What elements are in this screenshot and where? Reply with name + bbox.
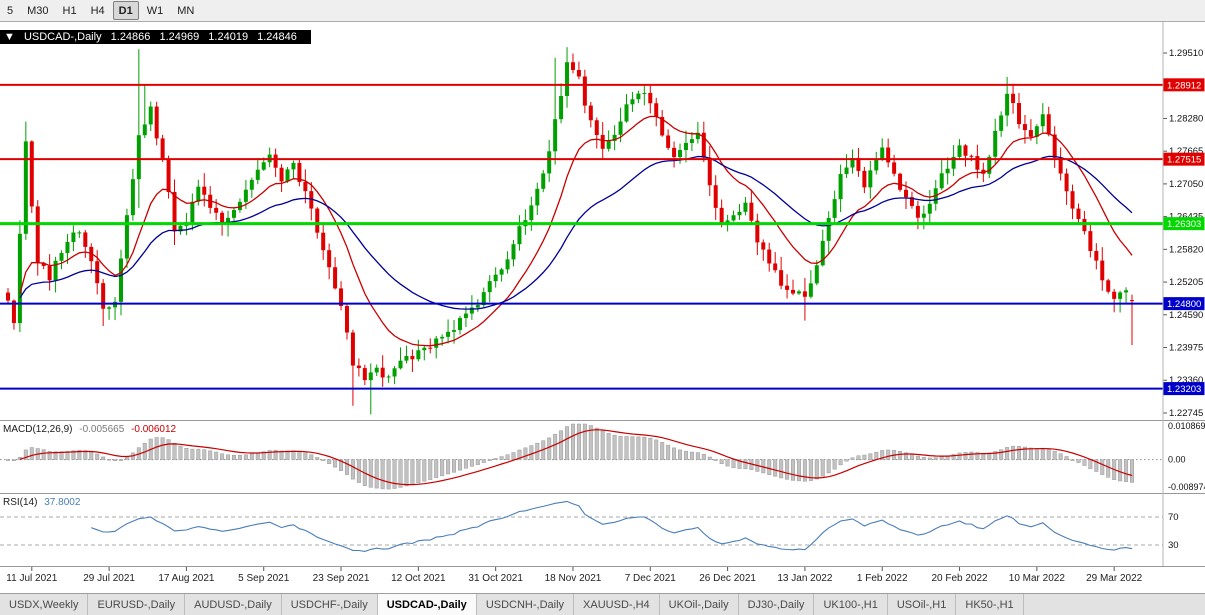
svg-text:70: 70: [1168, 512, 1179, 523]
collapse-ohlc-icon[interactable]: ▼: [4, 31, 15, 43]
tab-ukoil-daily[interactable]: UKOil-,Daily: [659, 594, 739, 615]
timeframe-button-5[interactable]: 5: [7, 4, 14, 17]
svg-text:1.29510: 1.29510: [1169, 48, 1203, 59]
svg-text:1.26435: 1.26435: [1169, 212, 1203, 223]
tab-usdcnh-daily[interactable]: USDCNH-,Daily: [476, 594, 575, 615]
macd-histogram: [6, 423, 1134, 490]
horizontal-levels[interactable]: 1.28912 1.27515 1.26303 1.24800 1.23203: [0, 78, 1205, 396]
svg-text:29 Jul 2021: 29 Jul 2021: [83, 573, 135, 584]
timeframe-button-m30[interactable]: M30: [27, 4, 49, 17]
tab-usdx-weekly[interactable]: USDX,Weekly: [0, 594, 89, 615]
svg-text:-0.008974: -0.008974: [1168, 482, 1205, 492]
ohlc-close-value: 1.24846: [257, 31, 297, 43]
svg-text:7 Dec 2021: 7 Dec 2021: [625, 573, 677, 584]
svg-text:31 Oct 2021: 31 Oct 2021: [468, 573, 523, 584]
svg-text:23 Sep 2021: 23 Sep 2021: [313, 573, 370, 584]
svg-text:20 Feb 2022: 20 Feb 2022: [931, 573, 988, 584]
svg-text:1.26303: 1.26303: [1167, 219, 1201, 230]
tab-audusd-daily[interactable]: AUDUSD-,Daily: [185, 594, 282, 615]
ohlc-low-value: 1.24019: [208, 31, 249, 43]
svg-text:12 Oct 2021: 12 Oct 2021: [391, 573, 446, 584]
rsi-value: 37.8002: [44, 497, 81, 508]
tab-dj30-daily[interactable]: DJ30-,Daily: [738, 594, 815, 615]
svg-text:1.23975: 1.23975: [1169, 343, 1203, 354]
tab-usdchf-daily[interactable]: USDCHF-,Daily: [281, 594, 378, 615]
macd-indicator-label: MACD(12,26,9) -0.005665 -0.006012: [3, 424, 180, 435]
svg-text:18 Nov 2021: 18 Nov 2021: [545, 573, 602, 584]
svg-text:26 Dec 2021: 26 Dec 2021: [699, 573, 756, 584]
tab-hk50-h1[interactable]: HK50-,H1: [956, 594, 1024, 615]
rsi-panel: 70 30: [0, 500, 1179, 552]
svg-text:29 Mar 2022: 29 Mar 2022: [1086, 573, 1143, 584]
tab-uk100-h1[interactable]: UK100-,H1: [814, 594, 888, 615]
svg-text:30: 30: [1168, 540, 1179, 551]
svg-text:1.27665: 1.27665: [1169, 146, 1203, 157]
svg-text:11 Jul 2021: 11 Jul 2021: [6, 573, 57, 584]
timeframe-button-w1[interactable]: W1: [146, 4, 164, 17]
svg-text:13 Jan 2022: 13 Jan 2022: [777, 573, 832, 584]
timeframe-button-mn[interactable]: MN: [177, 4, 195, 17]
svg-text:0.010869: 0.010869: [1168, 421, 1205, 431]
rsi-title: RSI(14): [3, 497, 38, 508]
macd-main-value: -0.005665: [79, 424, 125, 435]
timeframe-button-h1[interactable]: H1: [62, 4, 77, 17]
timeframe-toolbar: 5 M30 H1 H4 D1 W1 MN: [0, 0, 1205, 22]
svg-text:1.25820: 1.25820: [1169, 244, 1203, 255]
time-axis[interactable]: 11 Jul 2021 29 Jul 2021 17 Aug 2021 5 Sep 2…: [6, 567, 1143, 584]
svg-text:5 Sep 2021: 5 Sep 2021: [238, 573, 290, 584]
svg-text:1.27050: 1.27050: [1169, 179, 1203, 190]
svg-text:1.28280: 1.28280: [1169, 113, 1203, 124]
rsi-line: [91, 500, 1133, 552]
timeframe-button-h4[interactable]: H4: [90, 4, 105, 17]
macd-signal-value: -0.006012: [131, 424, 177, 435]
macd-title: MACD(12,26,9): [3, 424, 73, 435]
chart-canvas[interactable]: 1.295101.288951.282801.276651.270501.264…: [0, 22, 1205, 593]
svg-text:1.24590: 1.24590: [1169, 310, 1203, 321]
svg-text:17 Aug 2021: 17 Aug 2021: [158, 573, 215, 584]
svg-text:1.24800: 1.24800: [1167, 299, 1201, 310]
tab-eurusd-daily[interactable]: EURUSD-,Daily: [88, 594, 186, 615]
svg-text:1.28912: 1.28912: [1167, 80, 1201, 91]
svg-text:10 Mar 2022: 10 Mar 2022: [1009, 573, 1066, 584]
svg-text:1.25205: 1.25205: [1169, 277, 1203, 288]
chart-symbol-label: USDCAD-,Daily: [23, 31, 102, 43]
timeframe-button-d1[interactable]: D1: [112, 1, 139, 20]
svg-text:1 Feb 2022: 1 Feb 2022: [857, 573, 908, 584]
tab-xauusd-h4[interactable]: XAUUSD-,H4: [574, 594, 660, 615]
tab-usoil-h1[interactable]: USOil-,H1: [887, 594, 957, 615]
svg-text:1.23203: 1.23203: [1167, 384, 1201, 395]
macd-signal-line: [19, 429, 1133, 486]
ohlc-high-value: 1.24969: [159, 31, 200, 43]
ma-fast-line: [19, 115, 1133, 347]
macd-panel: 0.010869 0.00 -0.008974: [0, 421, 1205, 492]
ohlc-open-value: 1.24866: [110, 31, 151, 43]
tab-usdcad-daily[interactable]: USDCAD-,Daily: [377, 594, 477, 615]
rsi-indicator-label: RSI(14) 37.8002: [3, 497, 84, 508]
svg-text:1.27515: 1.27515: [1167, 155, 1201, 166]
symbol-tabbar: USDX,Weekly EURUSD-,Daily AUDUSD-,Daily USD…: [0, 593, 1205, 615]
svg-text:0.00: 0.00: [1168, 455, 1186, 465]
chart-info-bar: ▼ USDCAD-,Daily 1.24866 1.24969 1.24019 …: [0, 30, 311, 44]
svg-text:1.23360: 1.23360: [1169, 375, 1203, 386]
svg-text:1.22745: 1.22745: [1169, 408, 1203, 419]
